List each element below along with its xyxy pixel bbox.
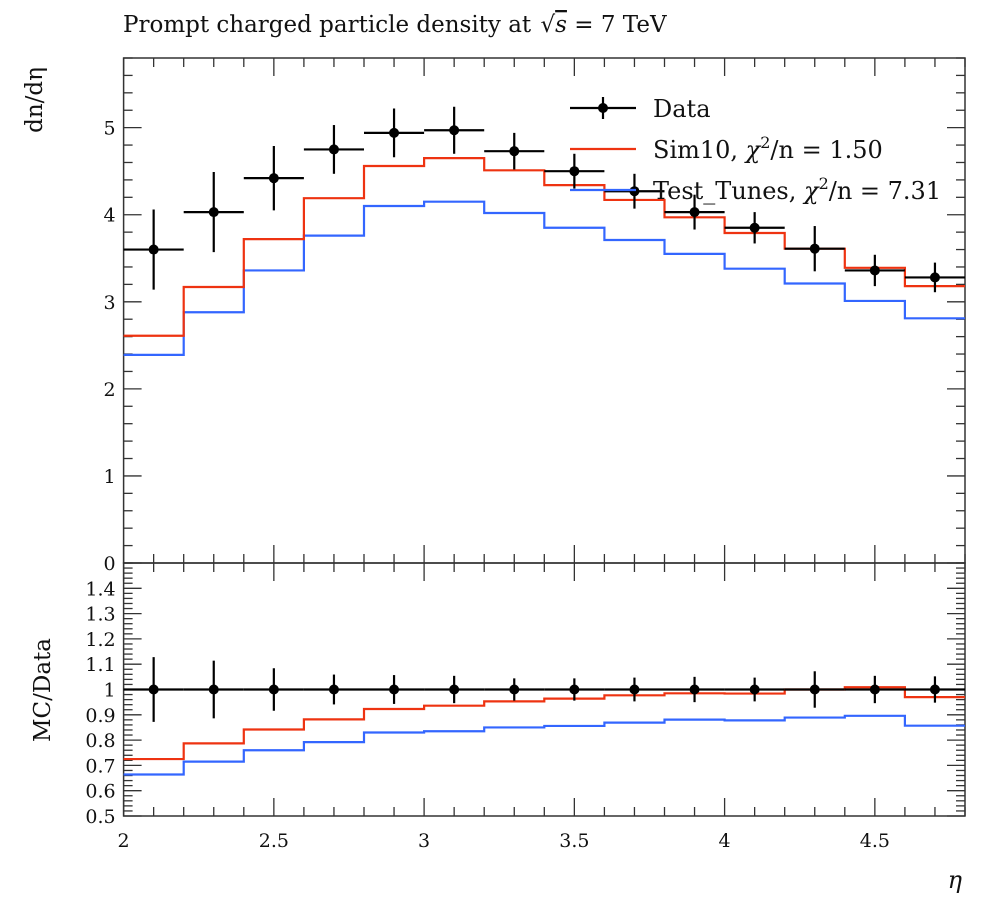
x-tick-label: 2.5 bbox=[259, 830, 289, 852]
title-suffix: = 7 TeV bbox=[567, 12, 667, 38]
data-point bbox=[569, 166, 580, 177]
title-sqrt: √ bbox=[540, 12, 555, 38]
y-tick-label: 0.8 bbox=[85, 730, 115, 752]
legend-label-name: Test_Tunes, bbox=[653, 177, 804, 205]
x-tick-label: 4 bbox=[719, 830, 731, 852]
data-point bbox=[148, 684, 159, 695]
title-prefix: Prompt charged particle density at bbox=[123, 12, 538, 38]
legend-label-rest: /n = 1.50 bbox=[770, 136, 882, 164]
y-tick-label: 0 bbox=[104, 553, 116, 575]
x-tick-label: 3 bbox=[418, 830, 430, 852]
data-point bbox=[268, 173, 279, 184]
data-point bbox=[449, 684, 460, 695]
ratio-panel: 2 2.5 3 3.5 4 4.5 0.5 0.6 0.7 0.8 0.9 1 1.1 1.2 1.3 1.4 bbox=[85, 562, 966, 852]
chart-title: Prompt charged particle density at √s = … bbox=[123, 12, 667, 38]
main-ylabel: dn/dη bbox=[22, 67, 48, 133]
series-line-sim10 bbox=[123, 686, 965, 761]
ratio-ylabel: MC/Data bbox=[30, 638, 56, 742]
data-point bbox=[449, 125, 460, 136]
plot-frame bbox=[122, 57, 966, 564]
y-tick-label: 1.3 bbox=[85, 604, 115, 626]
xlabel: η bbox=[948, 866, 963, 894]
data-point bbox=[689, 207, 700, 218]
data-point bbox=[929, 684, 940, 695]
series-line-test_tunes bbox=[123, 714, 965, 776]
y-tick-label: 0.6 bbox=[85, 781, 115, 803]
title-sqrt-arg: s bbox=[555, 12, 567, 38]
data-point bbox=[929, 272, 940, 283]
data-point bbox=[869, 265, 880, 276]
data-point bbox=[509, 684, 520, 695]
data-point bbox=[208, 684, 219, 695]
legend-data-marker bbox=[598, 103, 608, 113]
data-point bbox=[389, 127, 400, 138]
data-point bbox=[689, 684, 700, 695]
y-tick-label: 3 bbox=[104, 292, 116, 314]
legend-label: Sim10, χ2/n = 1.50 bbox=[653, 133, 883, 164]
data-point bbox=[749, 684, 760, 695]
y-tick-label: 2 bbox=[104, 379, 116, 401]
legend-label-rest: /n = 7.31 bbox=[829, 177, 941, 205]
data-point bbox=[328, 684, 339, 695]
legend-label: Test_Tunes, χ2/n = 7.31 bbox=[653, 174, 941, 205]
y-tick-label: 5 bbox=[104, 118, 116, 140]
data-point bbox=[629, 684, 640, 695]
legend-label-sup: 2 bbox=[760, 133, 770, 152]
x-tick-label: 2 bbox=[118, 830, 130, 852]
y-tick-label: 1.4 bbox=[85, 578, 115, 600]
data-point bbox=[148, 244, 159, 255]
data-point bbox=[569, 684, 580, 695]
y-tick-label: 0.5 bbox=[85, 806, 115, 828]
main-panel: 0 1 2 3 4 5 bbox=[104, 57, 966, 575]
legend-label-chi: χ bbox=[744, 136, 762, 164]
data-point bbox=[809, 243, 820, 254]
legend-label-sup: 2 bbox=[819, 174, 829, 193]
y-tick-label: 0.7 bbox=[85, 755, 115, 777]
y-tick-label: 4 bbox=[104, 205, 116, 227]
y-tick-label: 0.9 bbox=[85, 705, 115, 727]
data-point bbox=[268, 684, 279, 695]
y-tick-label: 1 bbox=[104, 680, 116, 702]
x-tick-label: 3.5 bbox=[559, 830, 589, 852]
data-point bbox=[389, 684, 400, 695]
data-point bbox=[869, 684, 880, 695]
data-point bbox=[629, 186, 640, 197]
data-point bbox=[809, 684, 820, 695]
y-tick-label: 1 bbox=[104, 466, 116, 488]
data-point bbox=[749, 222, 760, 233]
y-tick-label: 1.1 bbox=[85, 654, 115, 676]
legend-label-chi: χ bbox=[802, 177, 820, 205]
legend-label: Data bbox=[653, 95, 711, 123]
series-line-test_tunes bbox=[123, 200, 965, 357]
x-tick-label: 4.5 bbox=[860, 830, 890, 852]
data-point bbox=[509, 146, 520, 157]
y-tick-label: 1.2 bbox=[85, 629, 115, 651]
data-point bbox=[208, 207, 219, 218]
data-point bbox=[328, 144, 339, 155]
legend-label-name: Sim10, bbox=[653, 136, 746, 164]
